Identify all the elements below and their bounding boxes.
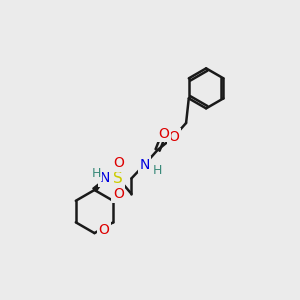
Text: O: O <box>113 156 124 170</box>
Text: O: O <box>98 223 109 237</box>
Text: H: H <box>91 167 101 180</box>
Polygon shape <box>93 178 105 192</box>
Text: O: O <box>113 187 124 201</box>
Text: O: O <box>158 127 169 141</box>
Text: N: N <box>100 172 110 185</box>
Text: H: H <box>153 164 162 177</box>
Text: N: N <box>139 158 150 172</box>
Text: O: O <box>168 130 179 144</box>
Text: S: S <box>113 171 123 186</box>
